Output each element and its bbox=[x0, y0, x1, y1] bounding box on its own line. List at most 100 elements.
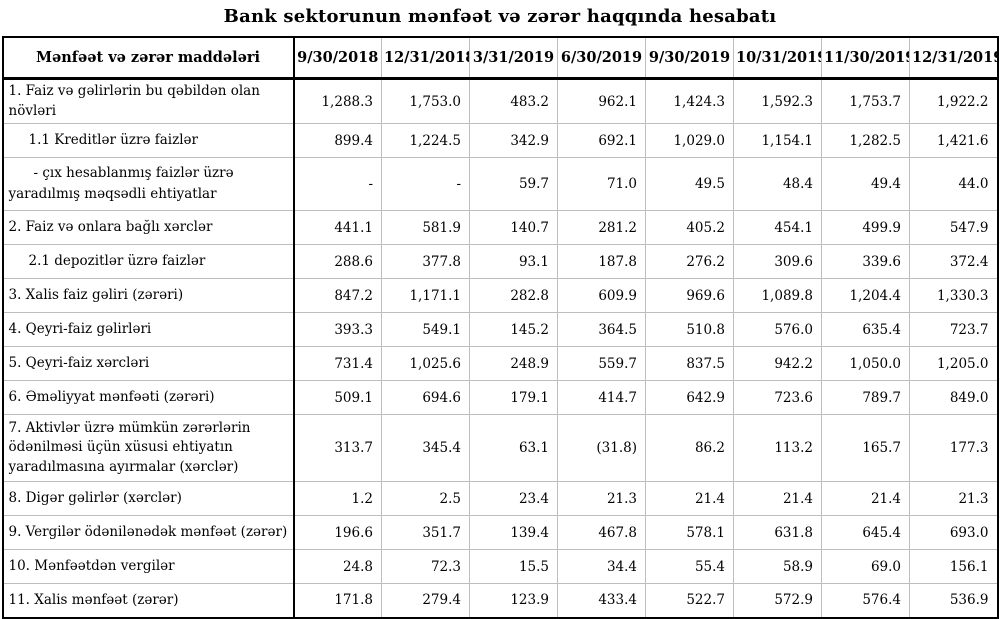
value-cell: 645.4 bbox=[821, 515, 910, 551]
value-cell: 1,089.8 bbox=[733, 278, 822, 314]
value-cell: 21.3 bbox=[909, 481, 998, 517]
value-cell: 72.3 bbox=[381, 549, 470, 585]
value-cell: 1,922.2 bbox=[909, 78, 998, 125]
value-cell: 1,154.1 bbox=[733, 123, 822, 159]
table-row: 3. Xalis faiz gəliri (zərəri) 847.2 1,17… bbox=[2, 278, 998, 314]
value-cell: 113.2 bbox=[733, 414, 822, 483]
value-cell: 21.4 bbox=[733, 481, 822, 517]
value-cell: 288.6 bbox=[293, 244, 382, 280]
value-cell: 339.6 bbox=[821, 244, 910, 280]
table-row: 11. Xalis mənfəət (zərər) 171.8 279.4 12… bbox=[2, 583, 998, 619]
value-cell: 123.9 bbox=[469, 583, 558, 619]
value-cell: 723.6 bbox=[733, 380, 822, 416]
value-cell: 1,204.4 bbox=[821, 278, 910, 314]
value-cell: 21.3 bbox=[557, 481, 646, 517]
value-cell: 849.0 bbox=[909, 380, 998, 416]
column-header-date: 12/31/2018 bbox=[381, 36, 470, 81]
value-cell: 837.5 bbox=[645, 346, 734, 382]
column-header-date: 10/31/2019 bbox=[733, 36, 822, 81]
table-row: 1.1 Kreditlər üzrə faizlər 899.4 1,224.5… bbox=[2, 123, 998, 159]
value-cell: 15.5 bbox=[469, 549, 558, 585]
value-cell: 393.3 bbox=[293, 312, 382, 348]
column-header-date: 11/30/2019 bbox=[821, 36, 910, 81]
value-cell: 1,224.5 bbox=[381, 123, 470, 159]
value-cell: 454.1 bbox=[733, 210, 822, 246]
table-header-row: Mənfəət və zərər maddələri 9/30/2018 12/… bbox=[2, 36, 998, 81]
table-row: 1. Faiz və gəlirlərin bu qəbildən olan n… bbox=[2, 78, 998, 125]
value-cell: - bbox=[293, 157, 382, 212]
row-label: 10. Mənfəətdən vergilər bbox=[2, 549, 295, 585]
table-row: 2.1 depozitlər üzrə faizlər 288.6 377.8 … bbox=[2, 244, 998, 280]
value-cell: 139.4 bbox=[469, 515, 558, 551]
value-cell: 467.8 bbox=[557, 515, 646, 551]
page-title: Bank sektorunun mənfəət və zərər haqqınd… bbox=[223, 6, 777, 27]
value-cell: 405.2 bbox=[645, 210, 734, 246]
value-cell: 2.5 bbox=[381, 481, 470, 517]
column-header-date: 9/30/2019 bbox=[645, 36, 734, 81]
value-cell: 1,282.5 bbox=[821, 123, 910, 159]
table-row: 2. Faiz və onlara bağlı xərclər 441.1 58… bbox=[2, 210, 998, 246]
row-label: 1. Faiz və gəlirlərin bu qəbildən olan n… bbox=[2, 78, 295, 125]
value-cell: 576.4 bbox=[821, 583, 910, 619]
value-cell: 559.7 bbox=[557, 346, 646, 382]
table-row: 7. Aktivlər üzrə mümkün zərərlərin ödəni… bbox=[2, 414, 998, 483]
row-label: 2.1 depozitlər üzrə faizlər bbox=[2, 244, 295, 280]
value-cell: 86.2 bbox=[645, 414, 734, 483]
value-cell: 1,421.6 bbox=[909, 123, 998, 159]
value-cell: 1,424.3 bbox=[645, 78, 734, 125]
row-label: 9. Vergilər ödənilənədək mənfəət (zərər) bbox=[2, 515, 295, 551]
value-cell: 483.2 bbox=[469, 78, 558, 125]
value-cell: 536.9 bbox=[909, 583, 998, 619]
value-cell: 364.5 bbox=[557, 312, 646, 348]
value-cell: 522.7 bbox=[645, 583, 734, 619]
value-cell: 351.7 bbox=[381, 515, 470, 551]
value-cell: 156.1 bbox=[909, 549, 998, 585]
value-cell: (31.8) bbox=[557, 414, 646, 483]
row-label: 1.1 Kreditlər üzrə faizlər bbox=[2, 123, 295, 159]
value-cell: 171.8 bbox=[293, 583, 382, 619]
value-cell: 187.8 bbox=[557, 244, 646, 280]
column-header-date: 9/30/2018 bbox=[293, 36, 382, 81]
row-label: 3. Xalis faiz gəliri (zərəri) bbox=[2, 278, 295, 314]
value-cell: 1.2 bbox=[293, 481, 382, 517]
value-cell: 49.4 bbox=[821, 157, 910, 212]
value-cell: 642.9 bbox=[645, 380, 734, 416]
column-header-date: 12/31/2019 bbox=[909, 36, 998, 81]
profit-loss-table: Mənfəət və zərər maddələri 9/30/2018 12/… bbox=[1, 35, 999, 619]
value-cell: 313.7 bbox=[293, 414, 382, 483]
row-label: 8. Digər gəlirlər (xərclər) bbox=[2, 481, 295, 517]
value-cell: 899.4 bbox=[293, 123, 382, 159]
value-cell: 578.1 bbox=[645, 515, 734, 551]
value-cell: 279.4 bbox=[381, 583, 470, 619]
value-cell: 1,025.6 bbox=[381, 346, 470, 382]
value-cell: 21.4 bbox=[645, 481, 734, 517]
table-row: 4. Qeyri-faiz gəlirləri 393.3 549.1 145.… bbox=[2, 312, 998, 348]
column-header-date: 3/31/2019 bbox=[469, 36, 558, 81]
value-cell: 49.5 bbox=[645, 157, 734, 212]
value-cell: 1,050.0 bbox=[821, 346, 910, 382]
value-cell: 499.9 bbox=[821, 210, 910, 246]
row-label: 4. Qeyri-faiz gəlirləri bbox=[2, 312, 295, 348]
column-header-date: 6/30/2019 bbox=[557, 36, 646, 81]
value-cell: 179.1 bbox=[469, 380, 558, 416]
value-cell: 1,753.0 bbox=[381, 78, 470, 125]
value-cell: 609.9 bbox=[557, 278, 646, 314]
table-row: 6. Əməliyyat mənfəəti (zərəri) 509.1 694… bbox=[2, 380, 998, 416]
value-cell: 23.4 bbox=[469, 481, 558, 517]
value-cell: 789.7 bbox=[821, 380, 910, 416]
value-cell: 69.0 bbox=[821, 549, 910, 585]
value-cell: 63.1 bbox=[469, 414, 558, 483]
value-cell: 1,288.3 bbox=[293, 78, 382, 125]
value-cell: 549.1 bbox=[381, 312, 470, 348]
value-cell: 723.7 bbox=[909, 312, 998, 348]
column-header-items: Mənfəət və zərər maddələri bbox=[2, 36, 295, 81]
value-cell: 248.9 bbox=[469, 346, 558, 382]
value-cell: 177.3 bbox=[909, 414, 998, 483]
value-cell: 145.2 bbox=[469, 312, 558, 348]
value-cell: 414.7 bbox=[557, 380, 646, 416]
value-cell: 692.1 bbox=[557, 123, 646, 159]
value-cell: 693.0 bbox=[909, 515, 998, 551]
value-cell: 71.0 bbox=[557, 157, 646, 212]
value-cell: 547.9 bbox=[909, 210, 998, 246]
value-cell: 433.4 bbox=[557, 583, 646, 619]
